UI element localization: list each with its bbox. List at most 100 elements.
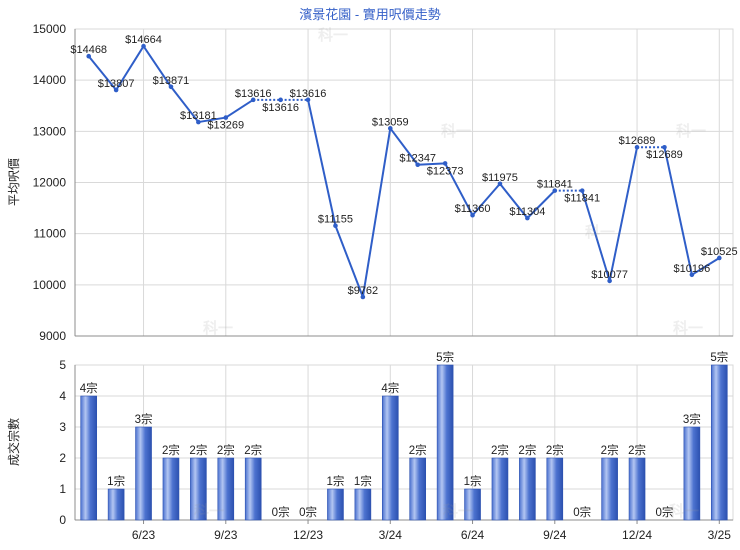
price-point-label: $11360 bbox=[455, 203, 491, 215]
price-point bbox=[442, 161, 448, 166]
price-point-label: $12347 bbox=[399, 153, 436, 165]
y-tick-label: 3 bbox=[59, 420, 66, 434]
y-tick-label: 13000 bbox=[33, 124, 67, 138]
price-line-segment bbox=[691, 257, 720, 276]
price-point bbox=[168, 84, 174, 90]
volume-bar bbox=[628, 457, 646, 521]
price-line-segment bbox=[526, 189, 556, 219]
price-point-label: $12689 bbox=[619, 135, 656, 147]
y-tick-label: 11000 bbox=[34, 227, 67, 241]
price-point bbox=[470, 212, 475, 218]
price-point-label: $14664 bbox=[125, 34, 162, 46]
volume-bar-label: 1宗 bbox=[327, 474, 345, 488]
volume-bar-label: 2宗 bbox=[244, 443, 262, 457]
price-point-label: $11304 bbox=[509, 206, 545, 218]
price-point bbox=[223, 115, 229, 120]
price-point bbox=[387, 126, 393, 131]
volume-bar bbox=[162, 457, 180, 521]
volume-bar-label: 0宗 bbox=[272, 505, 290, 519]
y-tick-label: 10000 bbox=[33, 278, 67, 292]
price-point-label: $13181 bbox=[180, 110, 217, 122]
y-tick-label: 15000 bbox=[33, 22, 67, 36]
watermark-text: 科一 bbox=[676, 122, 706, 140]
x-tick-label: 12/23 bbox=[293, 528, 323, 542]
price-line-segment bbox=[471, 183, 501, 216]
price-line-segment bbox=[608, 147, 639, 282]
volume-bar bbox=[190, 457, 207, 521]
watermark-text: 科一 bbox=[669, 502, 699, 520]
price-point bbox=[415, 162, 421, 168]
price-axis-title: 平均呎價 bbox=[7, 158, 21, 206]
price-line-segment bbox=[170, 86, 200, 123]
price-point bbox=[250, 97, 256, 103]
volume-bar-label: 2宗 bbox=[409, 443, 427, 457]
price-chart-panel: 9000 10000 11000 12000 13000 14000 15000$14468… bbox=[33, 22, 738, 343]
x-tick-label: 9/24 bbox=[543, 528, 567, 542]
y-tick-label: 1 bbox=[59, 482, 66, 496]
price-line-segment bbox=[581, 190, 611, 282]
price-point-label: $9762 bbox=[348, 285, 379, 297]
volume-bar bbox=[107, 488, 125, 521]
volume-bar bbox=[519, 457, 536, 521]
volume-bar-label: 1宗 bbox=[464, 474, 482, 488]
price-line-segment bbox=[361, 128, 392, 298]
price-line-segment bbox=[417, 162, 446, 166]
volume-bar bbox=[244, 457, 262, 521]
price-point-label: $10077 bbox=[591, 269, 628, 281]
price-point bbox=[333, 223, 338, 229]
volume-bar-label: 2宗 bbox=[546, 443, 564, 457]
price-line-segment bbox=[115, 45, 145, 91]
volume-bar bbox=[135, 426, 152, 521]
volume-bar-label: 1宗 bbox=[354, 474, 372, 488]
y-tick-label: 2 bbox=[59, 451, 66, 465]
price-point bbox=[113, 87, 119, 93]
price-point bbox=[716, 255, 722, 261]
price-point-label: $13269 bbox=[207, 120, 244, 132]
x-tick-label: 3/25 bbox=[708, 528, 732, 542]
price-point bbox=[278, 97, 283, 103]
volume-bar-label: 3宗 bbox=[135, 412, 153, 426]
price-line-segment bbox=[142, 45, 172, 88]
volume-bar-label: 2宗 bbox=[518, 443, 536, 457]
x-tick-label: 9/23 bbox=[214, 528, 238, 542]
volume-bar-label: 2宗 bbox=[628, 443, 646, 457]
price-point bbox=[607, 278, 612, 284]
price-point-label: $13059 bbox=[372, 116, 409, 128]
price-point-label: $13616 bbox=[290, 88, 327, 100]
y-tick-label: 0 bbox=[59, 513, 66, 527]
volume-bar-label: 1宗 bbox=[107, 474, 125, 488]
price-point-label: $13616 bbox=[235, 88, 272, 100]
price-line-segment bbox=[87, 55, 117, 91]
watermark-text: 科一 bbox=[203, 319, 233, 337]
price-point-label: $12373 bbox=[427, 165, 464, 177]
price-point bbox=[634, 144, 640, 150]
price-point bbox=[525, 215, 530, 221]
watermark-text: 科一 bbox=[443, 502, 473, 520]
price-point-label: $14468 bbox=[70, 44, 107, 56]
volume-bar-label: 0宗 bbox=[656, 505, 674, 519]
volume-bar bbox=[327, 488, 344, 521]
price-point-label: $10196 bbox=[674, 263, 711, 275]
price-point bbox=[86, 53, 92, 59]
volume-bar-label: 2宗 bbox=[217, 443, 235, 457]
price-point bbox=[689, 272, 695, 278]
watermark-text: 科一 bbox=[585, 223, 615, 241]
volume-bar-label: 5宗 bbox=[710, 350, 728, 364]
price-point bbox=[305, 97, 311, 103]
price-point-label: $13871 bbox=[153, 75, 190, 87]
volume-bar-label: 3宗 bbox=[683, 412, 701, 426]
volume-bar-label: 2宗 bbox=[601, 443, 619, 457]
price-line-segment bbox=[307, 99, 337, 226]
y-tick-label: 4 bbox=[59, 389, 66, 403]
volume-bar bbox=[409, 457, 427, 521]
x-tick-label: 3/24 bbox=[379, 528, 403, 542]
volume-bar-label: 0宗 bbox=[299, 505, 317, 519]
volume-bar-label: 0宗 bbox=[573, 505, 591, 519]
volume-bar bbox=[436, 364, 454, 521]
price-point bbox=[141, 43, 146, 49]
watermark-text: 科一 bbox=[194, 502, 224, 520]
volume-bar bbox=[354, 488, 372, 521]
volume-bar bbox=[381, 395, 399, 521]
volume-bar-label: 5宗 bbox=[436, 350, 454, 364]
